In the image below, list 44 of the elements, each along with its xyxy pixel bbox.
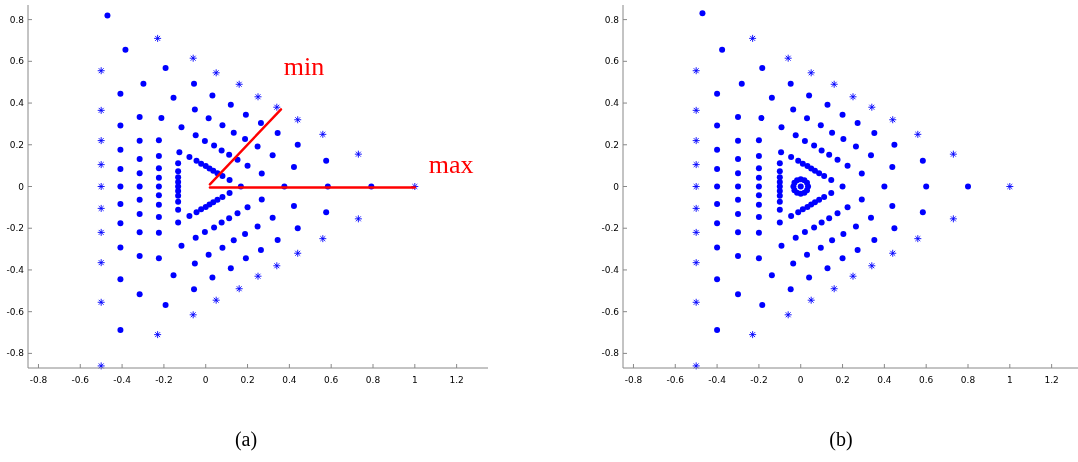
x-tick-label: 0 xyxy=(202,375,209,385)
x-tick-label: -0.6 xyxy=(71,375,90,385)
annotation: min xyxy=(283,52,325,81)
x-tick-label: 1 xyxy=(411,375,418,385)
x-tick-label: -0.8 xyxy=(29,375,48,385)
y-tick-label: 0.8 xyxy=(604,14,620,25)
y-tick-label: -0.2 xyxy=(6,223,24,234)
x-tick-label: -0.4 xyxy=(113,375,132,385)
y-tick-label: -0.6 xyxy=(6,306,25,317)
x-tick-label: 0.2 xyxy=(240,375,255,385)
y-tick-label: 0.8 xyxy=(9,14,25,25)
y-tick-label: 0.2 xyxy=(604,139,619,150)
x-tick-label: 0 xyxy=(797,375,804,385)
x-tick-label: -0.6 xyxy=(666,375,685,385)
text: (b) xyxy=(829,428,853,451)
y-tick-label: 0 xyxy=(613,181,620,192)
y-tick-label: -0.4 xyxy=(601,264,620,275)
y-tick-label: 0.6 xyxy=(604,56,620,67)
x-tick-label: 0.4 xyxy=(282,375,297,385)
y-tick-label: 0.2 xyxy=(9,139,24,150)
annotation: max xyxy=(428,150,474,179)
y-tick-label: -0.6 xyxy=(601,306,620,317)
x-tick-label: 0.8 xyxy=(365,375,381,385)
x-tick-label: 0.6 xyxy=(919,375,934,385)
x-tick-label: 0.8 xyxy=(960,375,976,385)
y-tick-label: -0.8 xyxy=(6,348,25,359)
x-tick-label: 0.2 xyxy=(835,375,850,385)
y-tick-label: 0.6 xyxy=(9,56,25,67)
x-tick-label: 0.6 xyxy=(324,375,339,385)
x-tick-label: -0.2 xyxy=(750,375,768,385)
y-tick-label: -0.8 xyxy=(601,348,620,359)
text: (a) xyxy=(234,428,258,451)
x-tick-label: 1 xyxy=(1006,375,1013,385)
x-tick-label: 1.2 xyxy=(1044,375,1059,385)
x-tick-label: -0.2 xyxy=(155,375,173,385)
x-tick-label: -0.8 xyxy=(624,375,643,385)
y-tick-label: 0.4 xyxy=(604,98,620,109)
y-tick-label: -0.4 xyxy=(6,264,25,275)
y-tick-label: 0.4 xyxy=(9,98,25,109)
y-tick-label: 0 xyxy=(18,181,25,192)
x-tick-label: 0.4 xyxy=(877,375,892,385)
x-tick-label: -0.4 xyxy=(708,375,727,385)
y-tick-label: -0.2 xyxy=(601,223,619,234)
x-tick-label: 1.2 xyxy=(449,375,464,385)
